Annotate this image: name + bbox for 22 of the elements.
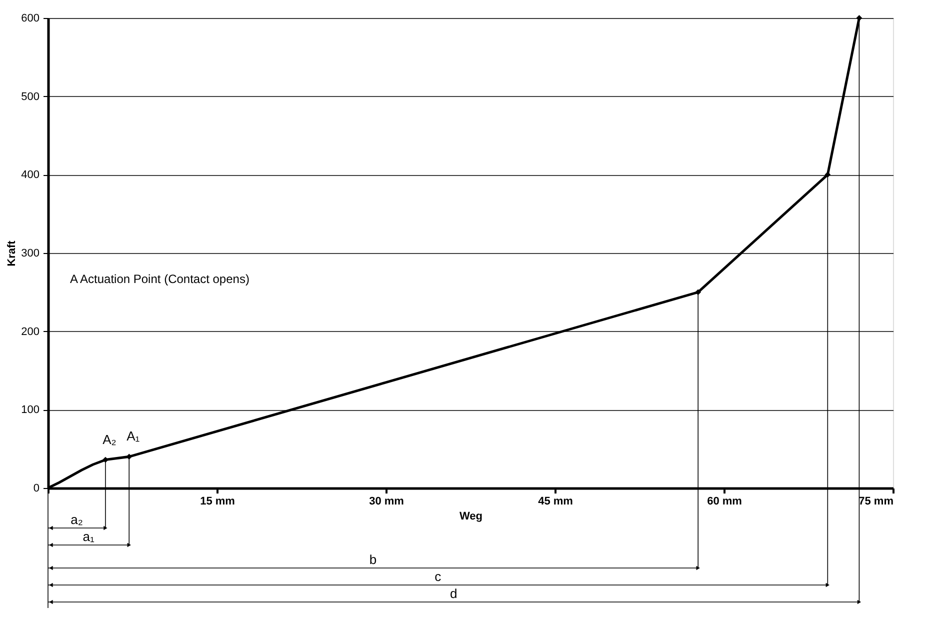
x-axis-title: Weg <box>459 510 483 522</box>
y-tick-label: 100 <box>21 404 40 416</box>
x-tick-label: 60 mm <box>707 496 742 508</box>
y-tick-label: 500 <box>21 90 40 103</box>
y-tick-label: 600 <box>21 12 40 24</box>
y-tick-label: 300 <box>21 248 40 260</box>
y-axis-title: Kraft <box>6 240 18 266</box>
y-tick-label: 0 <box>33 482 40 494</box>
text: a₂ <box>70 512 83 527</box>
ref-line-label: b <box>369 552 377 567</box>
ref-line-label: d <box>450 586 458 601</box>
ref-line-label: c <box>434 569 442 584</box>
x-tick-label: 15 mm <box>200 496 236 508</box>
annotation: A Actuation Point (Contact opens) <box>70 272 250 286</box>
y-tick-label: 400 <box>21 169 40 182</box>
annotation: A₁ <box>126 428 140 444</box>
text: a₁ <box>82 529 95 544</box>
x-tick-label: 75 mm <box>858 496 894 508</box>
x-tick-label: 30 mm <box>369 496 404 508</box>
annotation: A₂ <box>102 432 116 447</box>
x-tick-label: 45 mm <box>538 496 574 508</box>
y-tick-label: 200 <box>21 326 40 338</box>
